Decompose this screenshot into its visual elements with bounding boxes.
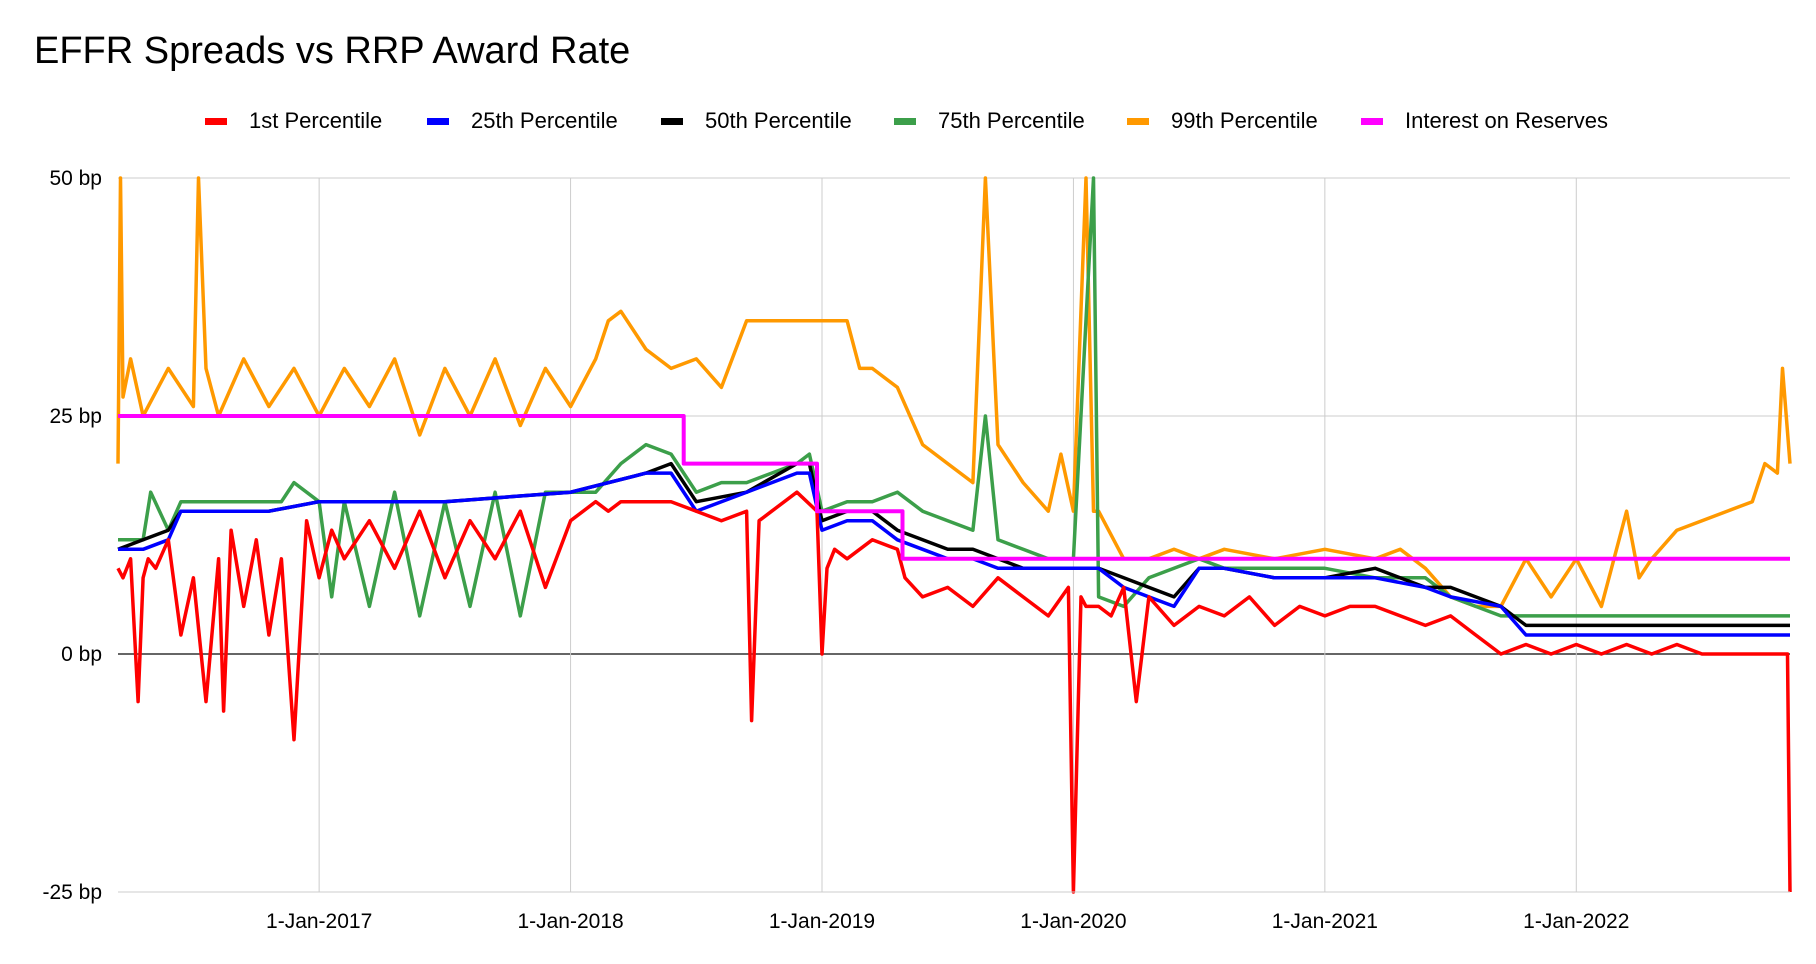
y-tick-label-1: 25 bp bbox=[49, 405, 102, 428]
legend-swatch-ior bbox=[1361, 117, 1383, 125]
axis-layer: 50 bp 25 bp 0 bp -25 bp 1-Jan-2017 1-Jan-2018… bbox=[42, 167, 1790, 933]
legend: 1st Percentile 25th Percentile 50th Perc… bbox=[0, 106, 1816, 136]
legend-swatch-99th bbox=[1127, 117, 1149, 125]
x-tick-label-3: 1-Jan-2020 bbox=[1020, 910, 1126, 933]
legend-swatch-50th bbox=[661, 117, 683, 125]
legend-item-interest-on-reserves[interactable]: Interest on Reserves bbox=[1361, 106, 1608, 136]
legend-item-1st-percentile[interactable]: 1st Percentile bbox=[205, 106, 382, 136]
legend-label-99th: 99th Percentile bbox=[1171, 108, 1318, 133]
legend-swatch-1st bbox=[205, 117, 227, 125]
series-layer bbox=[116, 176, 1792, 894]
y-tick-label-0: 50 bp bbox=[49, 167, 102, 190]
series-line-interest-on-reserves bbox=[118, 414, 1790, 561]
legend-item-50th-percentile[interactable]: 50th Percentile bbox=[661, 106, 852, 136]
series-line-99th-percentile bbox=[116, 176, 1792, 609]
legend-label-75th: 75th Percentile bbox=[938, 108, 1085, 133]
series-line-1st-percentile bbox=[116, 490, 1792, 894]
grid-layer bbox=[118, 177, 1790, 893]
legend-swatch-75th bbox=[894, 117, 916, 125]
x-tick-label-5: 1-Jan-2022 bbox=[1523, 910, 1629, 933]
legend-item-99th-percentile[interactable]: 99th Percentile bbox=[1127, 106, 1318, 136]
y-tick-label-3: -25 bp bbox=[42, 881, 102, 904]
legend-label-25th: 25th Percentile bbox=[471, 108, 618, 133]
x-tick-label-4: 1-Jan-2021 bbox=[1272, 910, 1378, 933]
x-tick-label-2: 1-Jan-2019 bbox=[769, 910, 875, 933]
x-tick-label-0: 1-Jan-2017 bbox=[266, 910, 372, 933]
legend-item-25th-percentile[interactable]: 25th Percentile bbox=[427, 106, 618, 136]
series-line-25th-percentile bbox=[118, 471, 1790, 637]
x-tick-label-1: 1-Jan-2018 bbox=[517, 910, 623, 933]
chart-title: EFFR Spreads vs RRP Award Rate bbox=[34, 30, 631, 72]
legend-label-ior: Interest on Reserves bbox=[1405, 108, 1608, 133]
legend-label-50th: 50th Percentile bbox=[705, 108, 852, 133]
series-line-75th-percentile bbox=[118, 176, 1790, 618]
legend-item-75th-percentile[interactable]: 75th Percentile bbox=[894, 106, 1085, 136]
legend-label-1st: 1st Percentile bbox=[249, 108, 383, 133]
legend-swatch-25th bbox=[427, 117, 449, 125]
y-tick-label-2: 0 bp bbox=[61, 643, 102, 666]
